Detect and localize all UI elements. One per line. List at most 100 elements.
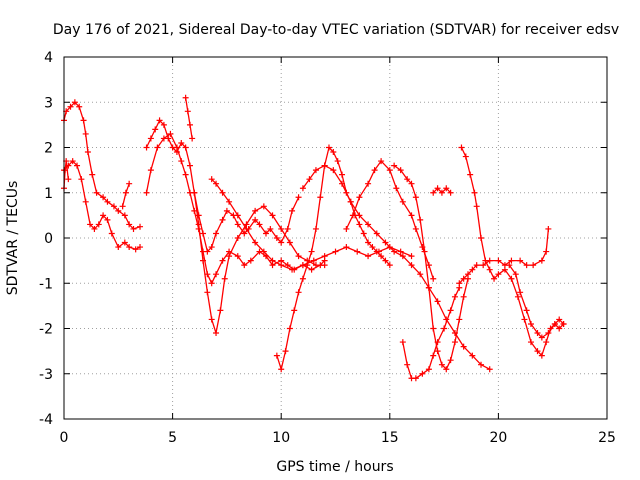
data-point <box>438 361 445 368</box>
data-point <box>556 325 563 332</box>
data-point <box>78 176 85 183</box>
data-point <box>482 257 489 264</box>
data-point <box>304 262 311 269</box>
data-point <box>480 262 487 269</box>
data-point <box>217 307 224 314</box>
series-arc-8 <box>191 189 328 337</box>
data-point <box>430 325 437 332</box>
data-point <box>126 180 133 187</box>
data-point <box>221 275 228 282</box>
data-point <box>65 176 72 183</box>
data-point <box>417 216 424 223</box>
data-point <box>391 162 398 169</box>
data-point <box>462 153 469 160</box>
data-point <box>434 298 441 305</box>
series-trace <box>402 287 460 379</box>
data-point <box>538 352 545 359</box>
data-point <box>434 185 441 192</box>
data-point <box>339 180 346 187</box>
data-point <box>508 275 515 282</box>
data-point <box>421 248 428 255</box>
data-point <box>447 189 454 196</box>
data-point <box>560 320 567 327</box>
data-point <box>278 262 285 269</box>
data-point <box>447 307 454 314</box>
data-point <box>260 248 267 255</box>
data-point <box>200 257 207 264</box>
data-point <box>119 203 126 210</box>
data-point <box>93 189 100 196</box>
data-point <box>213 330 220 337</box>
data-point <box>543 248 550 255</box>
data-point <box>213 180 220 187</box>
data-point <box>404 176 411 183</box>
data-point <box>378 158 385 165</box>
data-point <box>178 139 185 146</box>
series-trace <box>145 133 326 284</box>
data-point <box>443 366 450 373</box>
data-point <box>365 253 372 260</box>
data-point <box>443 185 450 192</box>
series-arc-5 <box>143 117 302 255</box>
data-point <box>486 366 493 373</box>
data-point <box>523 262 530 269</box>
data-point <box>456 280 463 287</box>
data-point <box>425 262 432 269</box>
series-arc-7 <box>182 94 196 142</box>
data-point <box>534 330 541 337</box>
data-point <box>438 189 445 196</box>
series-arc-15 <box>430 185 454 196</box>
data-point <box>332 248 339 255</box>
data-point <box>321 253 328 260</box>
data-point <box>252 216 259 223</box>
data-point <box>373 248 380 255</box>
data-point <box>373 230 380 237</box>
data-point <box>399 253 406 260</box>
data-point <box>360 230 367 237</box>
data-point <box>278 225 285 232</box>
data-point <box>382 239 389 246</box>
data-point <box>156 117 163 124</box>
x-axis-label: GPS time / hours <box>276 459 393 475</box>
data-point <box>295 289 302 296</box>
data-point <box>417 271 424 278</box>
x-tick-label: 15 <box>381 430 399 446</box>
data-point <box>282 348 289 355</box>
data-point <box>310 257 317 264</box>
data-point <box>213 271 220 278</box>
y-tick-label: 0 <box>44 231 53 247</box>
data-point <box>538 257 545 264</box>
data-point <box>147 135 154 142</box>
data-point <box>545 330 552 337</box>
x-tick-label: 10 <box>272 430 290 446</box>
data-point <box>464 271 471 278</box>
data-point <box>126 244 133 251</box>
series-trace <box>211 178 413 271</box>
data-point <box>425 366 432 373</box>
data-point <box>393 185 400 192</box>
data-point <box>160 121 167 128</box>
data-point <box>137 244 144 251</box>
data-point <box>256 221 263 228</box>
data-point <box>299 185 306 192</box>
data-point <box>104 198 111 205</box>
y-tick-label: 4 <box>44 50 53 66</box>
data-point <box>278 366 285 373</box>
data-point <box>269 257 276 264</box>
data-point <box>469 266 476 273</box>
data-point <box>84 149 91 156</box>
data-point <box>354 248 361 255</box>
data-point <box>491 275 498 282</box>
data-point <box>391 248 398 255</box>
data-point <box>182 94 189 101</box>
data-point <box>121 239 128 246</box>
series-trace <box>145 119 300 253</box>
data-point <box>538 334 545 341</box>
data-point <box>234 253 241 260</box>
data-series <box>61 94 567 382</box>
y-tick-label: -4 <box>39 412 53 428</box>
data-point <box>82 130 89 137</box>
data-point <box>451 339 458 346</box>
data-point <box>404 361 411 368</box>
